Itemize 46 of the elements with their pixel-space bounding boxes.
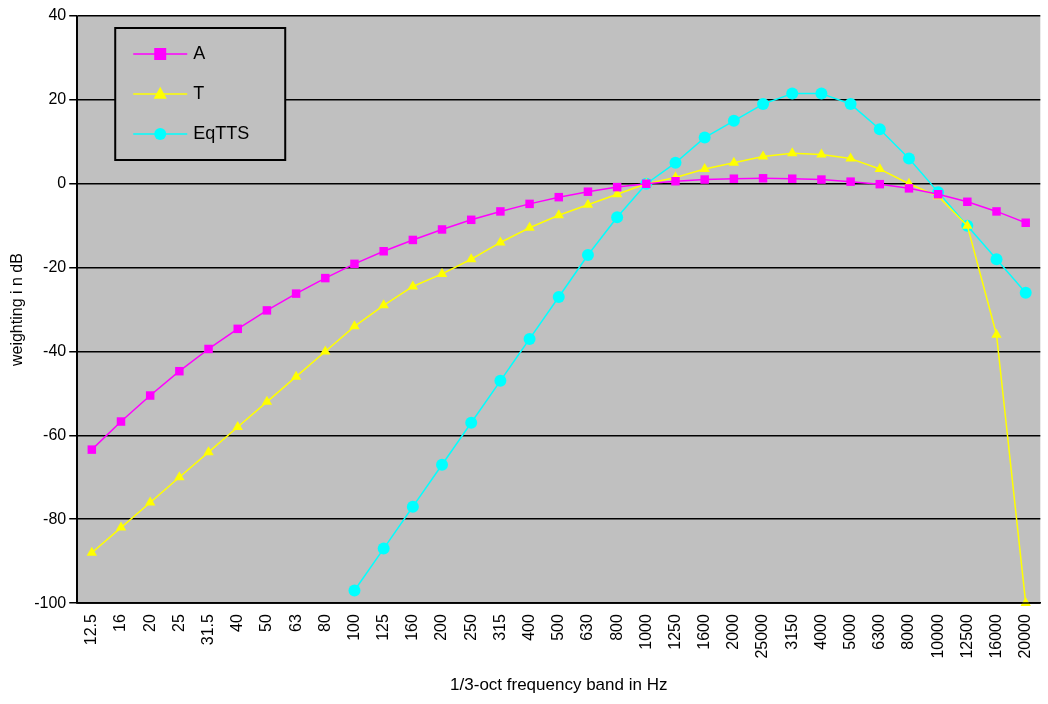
x-tick-label: 160: [403, 614, 421, 641]
x-tick-label: 16000: [986, 614, 1004, 659]
x-tick-label: 630: [578, 614, 596, 641]
x-tick-label: 800: [607, 614, 625, 641]
x-tick-label: 80: [315, 614, 333, 632]
x-tick-label: 3150: [782, 614, 800, 650]
x-tick-label: 12.5: [82, 614, 100, 646]
x-axis-title: 1/3-oct frequency band in Hz: [450, 675, 668, 695]
x-tick-label: 25: [169, 614, 187, 632]
y-axis-title: weighting i n dB: [8, 253, 26, 368]
x-tick-label: 10000: [928, 614, 946, 659]
y-tick-label: -60: [43, 425, 67, 443]
x-tick-label: 4000: [811, 614, 829, 650]
x-tick-label: 1600: [695, 614, 713, 650]
x-tick-label: 100: [344, 614, 362, 641]
x-tick-label: 200: [432, 614, 450, 641]
y-tick-label: 40: [48, 6, 67, 24]
x-tick-label: 1250: [665, 614, 683, 650]
x-tick-label: 12500: [957, 614, 975, 659]
x-tick-label: 31.5: [198, 614, 216, 646]
legend-label: EqTTS: [193, 122, 250, 143]
legend-label: T: [193, 82, 205, 103]
x-tick-label: 40: [228, 614, 246, 632]
x-tick-label: 500: [549, 614, 567, 641]
x-tick-label: 63: [286, 614, 304, 632]
x-tick-label: 1000: [636, 614, 654, 650]
x-tick-label: 50: [257, 614, 275, 632]
x-tick-label: 16: [111, 614, 129, 632]
x-tick-label: 400: [519, 614, 537, 641]
x-tick-label: 8000: [899, 614, 917, 650]
x-tick-label: 5000: [841, 614, 859, 650]
x-tick-label: 20: [140, 614, 158, 632]
x-tick-label: 315: [490, 614, 508, 641]
x-tick-label: 2000: [724, 614, 742, 650]
y-tick-label: 0: [57, 174, 67, 192]
y-tick-label: -40: [43, 341, 67, 359]
x-tick-label: 125: [374, 614, 392, 641]
y-tick-label: -100: [34, 593, 67, 611]
x-tick-label: 6300: [870, 614, 888, 650]
x-tick-label: 25000: [753, 614, 771, 659]
y-tick-label: -20: [43, 258, 67, 276]
y-tick-label: 20: [48, 90, 67, 108]
x-tick-label: 20000: [1016, 614, 1034, 659]
x-tick-label: 250: [461, 614, 479, 641]
legend-label: A: [193, 42, 206, 63]
y-tick-label: -80: [43, 509, 67, 527]
